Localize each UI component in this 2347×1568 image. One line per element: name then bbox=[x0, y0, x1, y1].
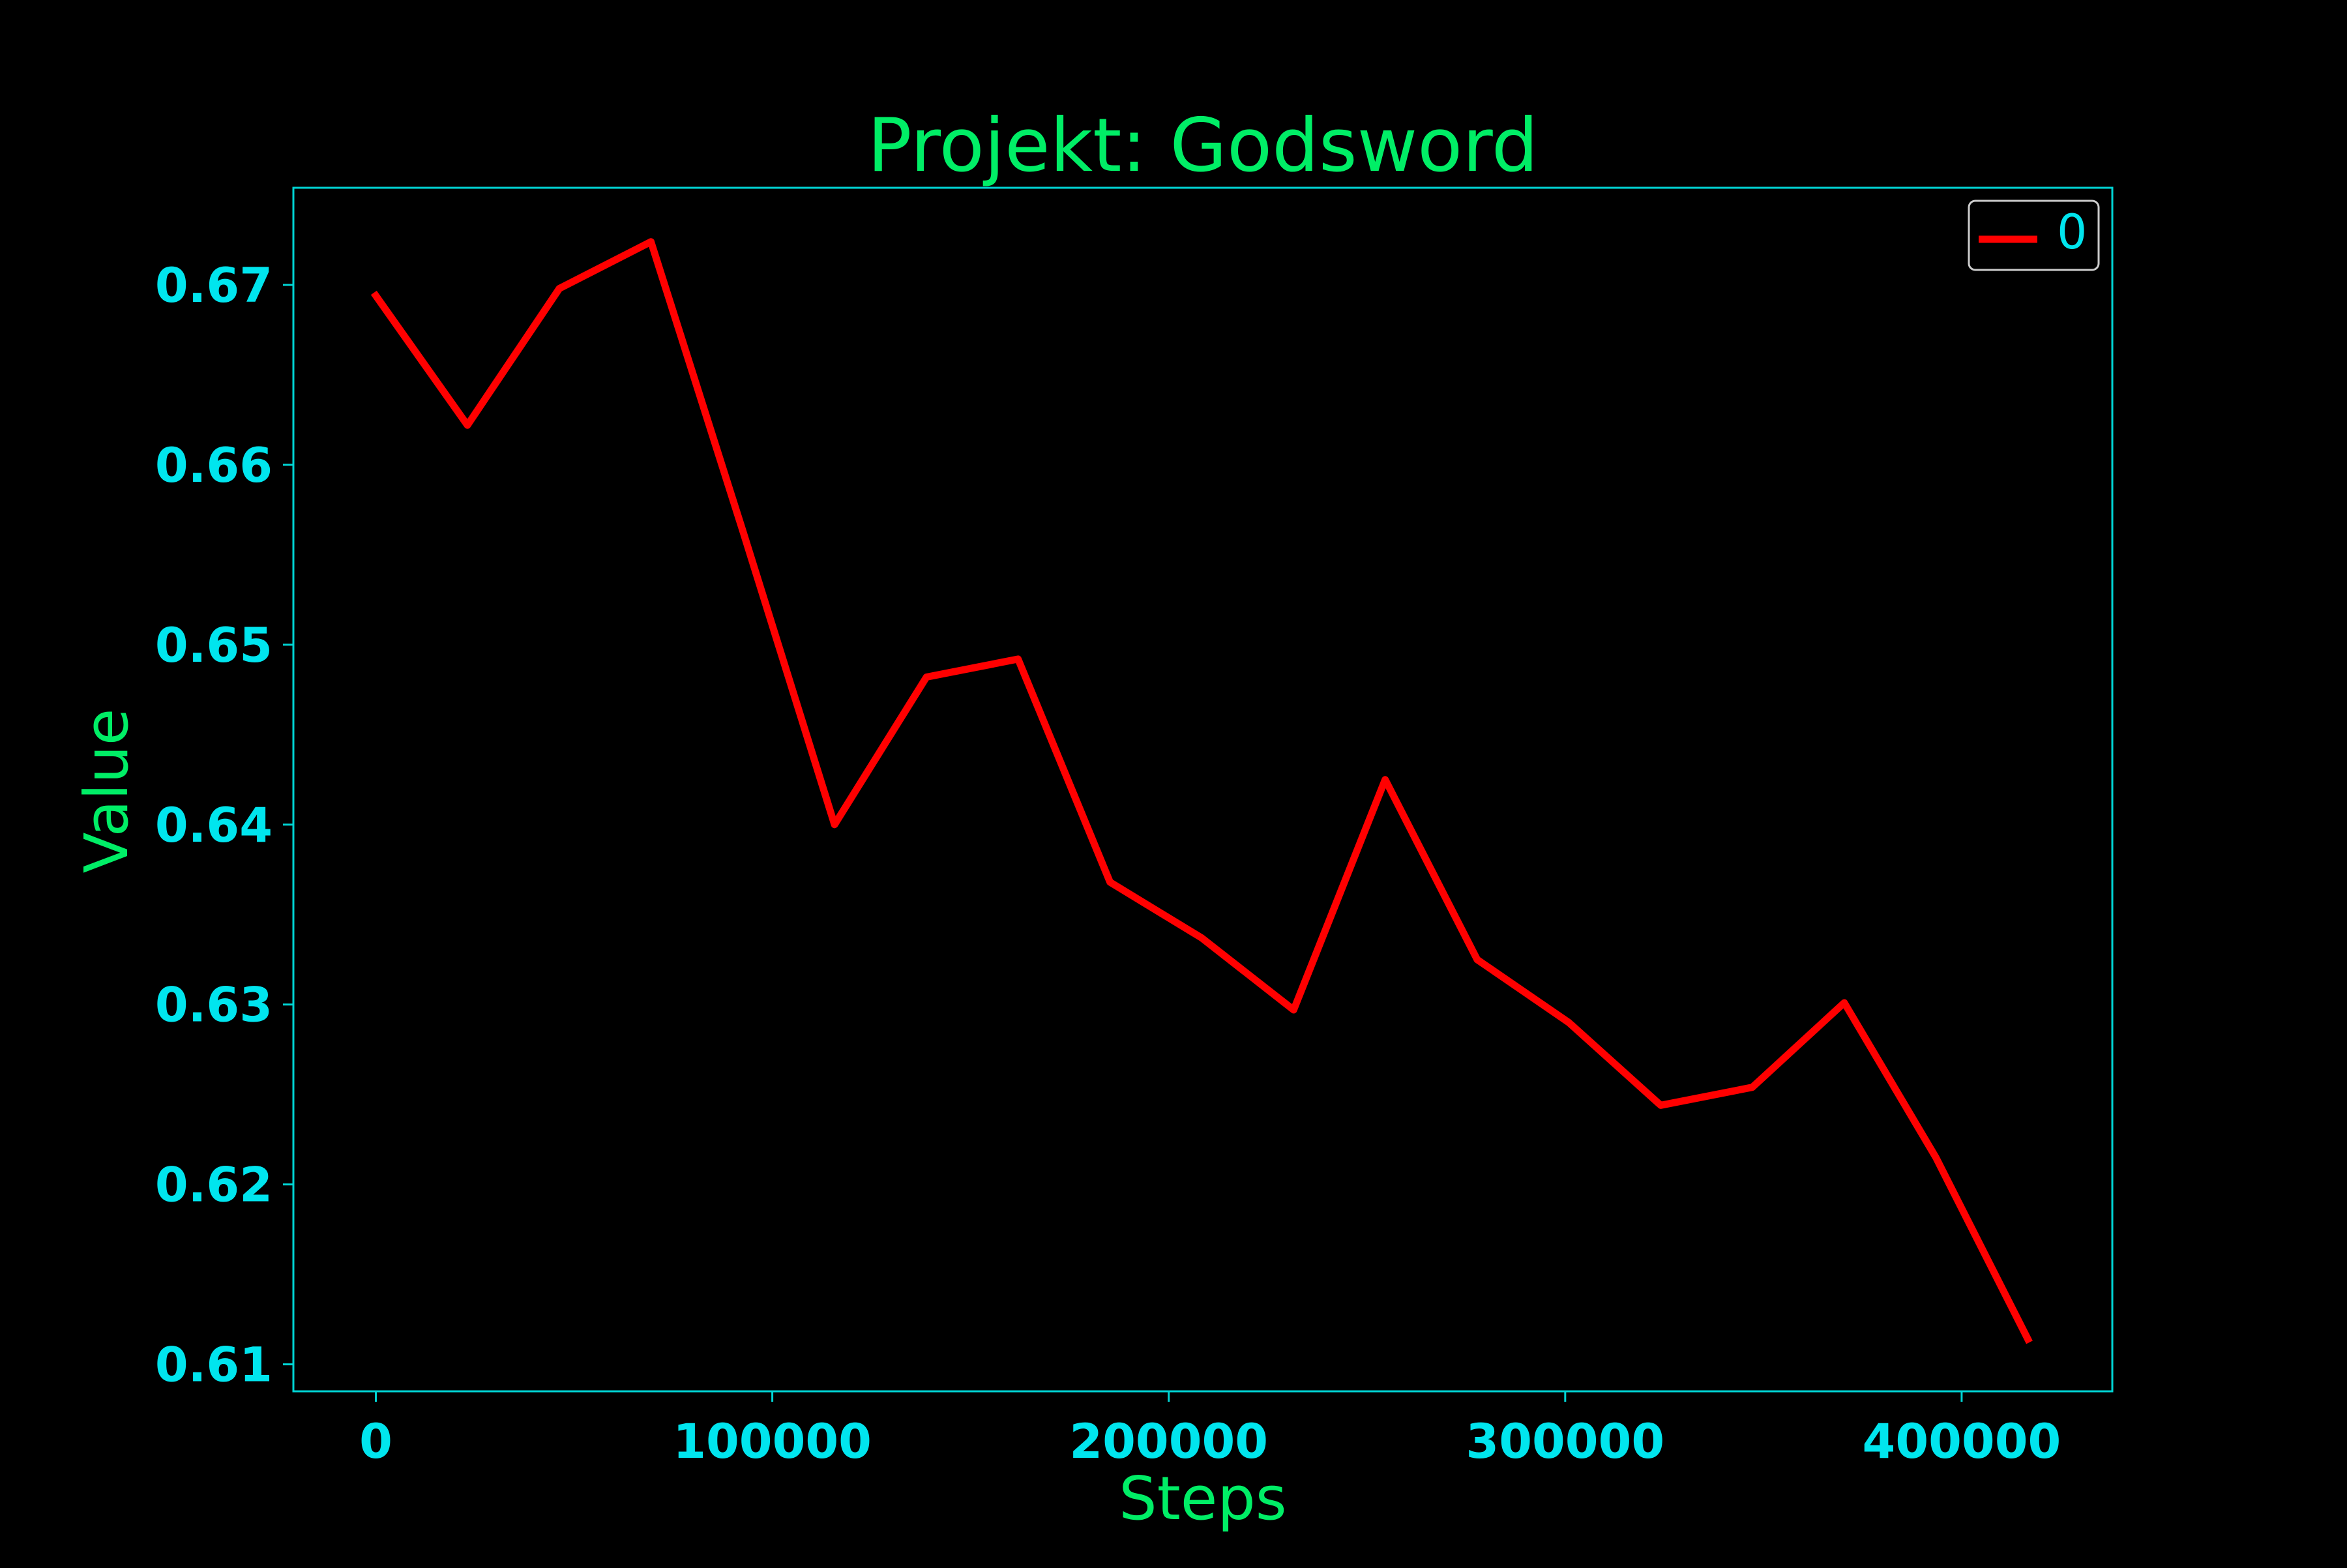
data-point bbox=[1198, 934, 1205, 941]
y-tick-label: 0.64 bbox=[155, 798, 273, 853]
data-point bbox=[1473, 956, 1481, 963]
plot-frame bbox=[292, 186, 2114, 1393]
data-point bbox=[1749, 1084, 1756, 1091]
y-tick-label: 0.66 bbox=[155, 438, 273, 494]
data-point bbox=[831, 821, 838, 828]
data-point bbox=[923, 673, 930, 681]
x-tick-label: 300000 bbox=[1466, 1414, 1664, 1470]
x-axis-ticks: 0 100000 200000 300000 400000 bbox=[359, 1391, 2061, 1470]
data-point bbox=[1840, 999, 1848, 1006]
data-point bbox=[372, 292, 379, 299]
y-tick-label: 0.65 bbox=[155, 618, 273, 673]
y-tick-label: 0.67 bbox=[155, 258, 273, 314]
data-point bbox=[464, 422, 471, 429]
legend: 0 bbox=[1968, 200, 2100, 271]
data-point bbox=[1290, 1007, 1297, 1013]
data-point bbox=[1106, 879, 1114, 886]
y-axis-ticks: 0.61 0.62 0.63 0.64 0.65 0.66 0.67 bbox=[155, 258, 293, 1393]
data-point bbox=[2024, 1336, 2031, 1342]
data-point bbox=[1932, 1154, 1940, 1161]
series-layer bbox=[370, 238, 2033, 1344]
x-tick-label: 100000 bbox=[673, 1414, 872, 1470]
x-tick-label: 400000 bbox=[1863, 1414, 2061, 1470]
x-axis-label: Steps bbox=[1119, 1464, 1286, 1533]
legend-box bbox=[1968, 200, 2100, 271]
data-point bbox=[556, 285, 563, 292]
y-axis-label: Value bbox=[72, 709, 141, 874]
data-point bbox=[1657, 1102, 1664, 1109]
y-tick-label: 0.62 bbox=[155, 1158, 273, 1213]
data-point bbox=[1565, 1019, 1572, 1026]
data-point bbox=[1381, 776, 1389, 783]
legend-label-series-0: 0 bbox=[2057, 205, 2087, 260]
y-tick-label: 0.61 bbox=[155, 1338, 273, 1393]
data-point bbox=[647, 238, 655, 245]
x-tick-label: 200000 bbox=[1069, 1414, 1268, 1470]
data-point bbox=[739, 528, 746, 535]
y-tick-label: 0.63 bbox=[155, 978, 273, 1033]
chart-title: Projekt: Godsword bbox=[868, 102, 1539, 188]
x-tick-label: 0 bbox=[359, 1414, 392, 1470]
data-point bbox=[1014, 655, 1022, 662]
